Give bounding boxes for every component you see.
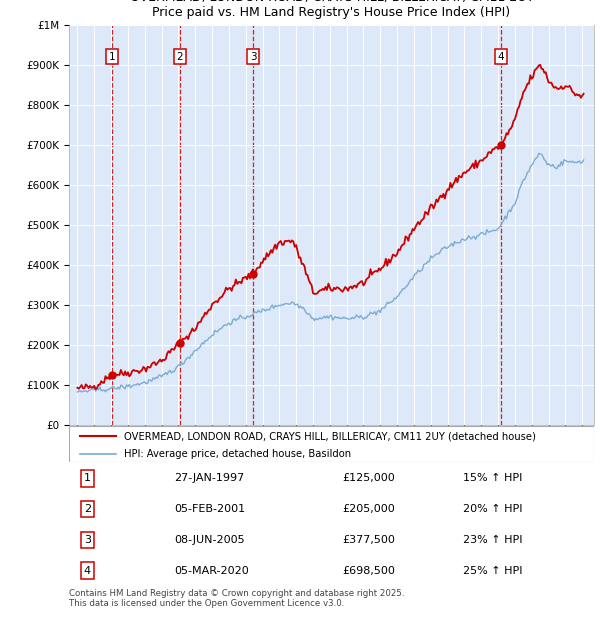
Text: 08-JUN-2005: 08-JUN-2005 (174, 535, 245, 545)
Text: £125,000: £125,000 (342, 474, 395, 484)
Text: 15% ↑ HPI: 15% ↑ HPI (463, 474, 522, 484)
Text: 05-FEB-2001: 05-FEB-2001 (174, 504, 245, 514)
Text: HPI: Average price, detached house, Basildon: HPI: Average price, detached house, Basi… (124, 449, 351, 459)
Title: OVERMEAD, LONDON ROAD, CRAYS HILL, BILLERICAY, CM11 2UY
Price paid vs. HM Land R: OVERMEAD, LONDON ROAD, CRAYS HILL, BILLE… (130, 0, 533, 19)
Text: 4: 4 (84, 565, 91, 575)
Text: 1: 1 (109, 52, 116, 62)
Text: 23% ↑ HPI: 23% ↑ HPI (463, 535, 522, 545)
Text: £205,000: £205,000 (342, 504, 395, 514)
Text: 25% ↑ HPI: 25% ↑ HPI (463, 565, 522, 575)
Text: Contains HM Land Registry data © Crown copyright and database right 2025.
This d: Contains HM Land Registry data © Crown c… (69, 588, 404, 608)
Text: 2: 2 (177, 52, 184, 62)
Text: 3: 3 (250, 52, 256, 62)
Text: 4: 4 (498, 52, 505, 62)
Text: £377,500: £377,500 (342, 535, 395, 545)
Text: 20% ↑ HPI: 20% ↑ HPI (463, 504, 522, 514)
Text: 1: 1 (84, 474, 91, 484)
Text: 2: 2 (84, 504, 91, 514)
Text: 3: 3 (84, 535, 91, 545)
Text: 05-MAR-2020: 05-MAR-2020 (174, 565, 249, 575)
Text: 27-JAN-1997: 27-JAN-1997 (174, 474, 244, 484)
Text: OVERMEAD, LONDON ROAD, CRAYS HILL, BILLERICAY, CM11 2UY (detached house): OVERMEAD, LONDON ROAD, CRAYS HILL, BILLE… (124, 431, 536, 441)
Text: £698,500: £698,500 (342, 565, 395, 575)
